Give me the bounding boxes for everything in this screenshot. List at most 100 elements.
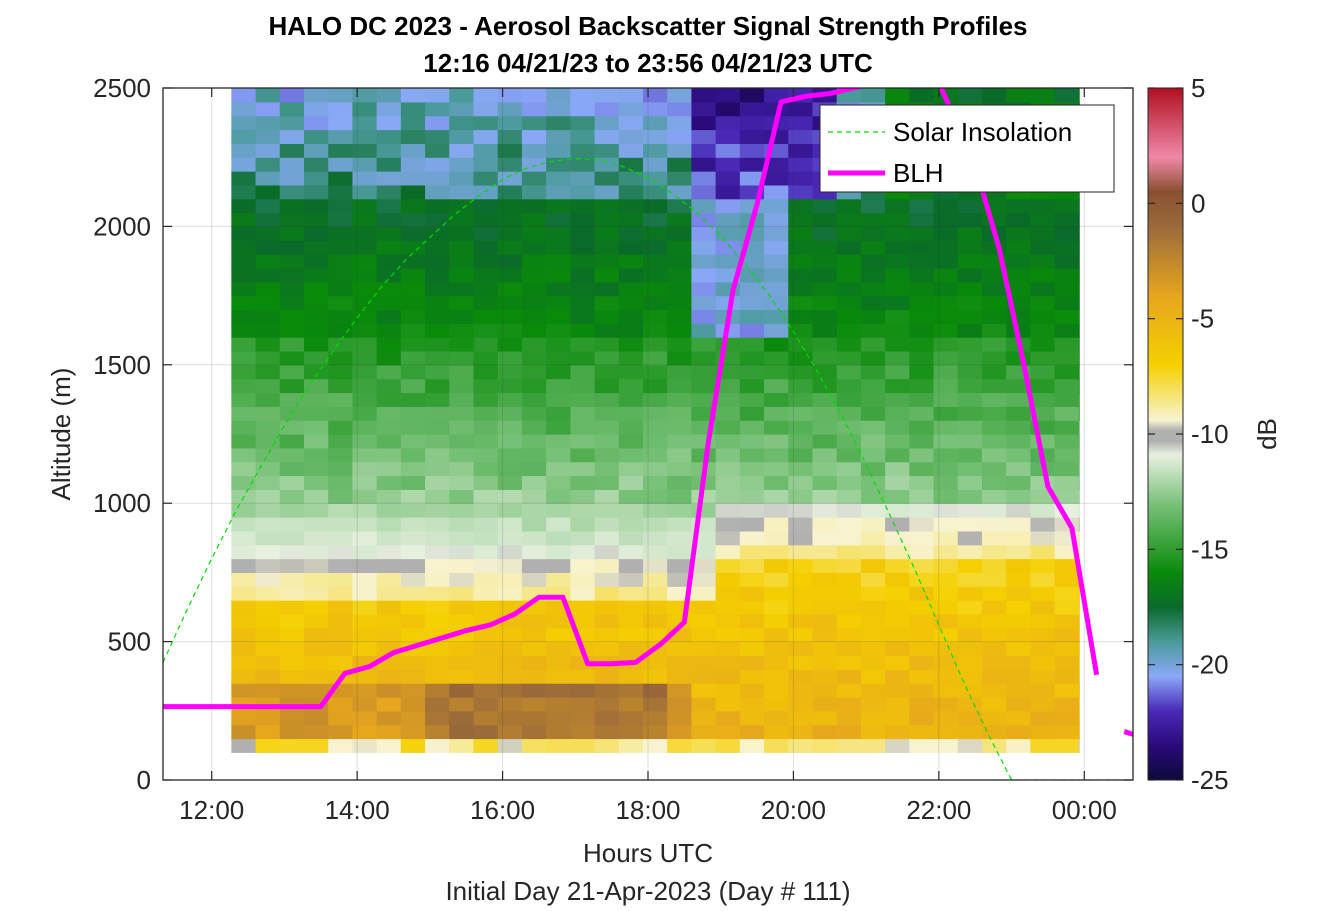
heatmap-cell xyxy=(1006,627,1031,643)
heatmap-cell xyxy=(1078,420,1080,435)
heatmap-cell xyxy=(400,613,426,629)
heatmap-cell xyxy=(667,544,693,560)
heatmap-cell xyxy=(691,392,717,407)
heatmap-cell xyxy=(957,226,983,241)
heatmap-cell xyxy=(788,184,814,200)
heatmap-cell xyxy=(764,406,789,421)
heatmap-cell xyxy=(594,641,620,657)
heatmap-cell xyxy=(279,129,305,144)
heatmap-cell xyxy=(667,710,693,726)
heatmap-cell xyxy=(473,669,499,684)
colorbar-tick-label: -20 xyxy=(1191,650,1229,680)
heatmap-cell xyxy=(473,337,499,352)
heatmap-cell xyxy=(764,184,789,200)
heatmap-cell xyxy=(255,669,281,684)
heatmap-cell xyxy=(352,88,378,103)
heatmap-cell xyxy=(303,157,329,172)
heatmap-cell xyxy=(279,198,305,214)
heatmap-cell xyxy=(570,600,596,615)
heatmap-cell xyxy=(933,198,959,214)
heatmap-cell xyxy=(376,309,402,324)
heatmap-cell xyxy=(521,627,547,643)
heatmap-cell xyxy=(497,337,523,352)
heatmap-cell xyxy=(546,295,571,311)
heatmap-cell xyxy=(328,115,354,131)
heatmap-cell xyxy=(546,475,571,490)
heatmap-cell xyxy=(667,447,693,463)
heatmap-cell xyxy=(1030,240,1056,255)
heatmap-cell xyxy=(1078,669,1080,684)
heatmap-cell xyxy=(933,503,959,518)
heatmap-cell xyxy=(981,364,1007,380)
heatmap-cell xyxy=(1006,378,1031,394)
heatmap-cell xyxy=(425,101,450,117)
heatmap-cell xyxy=(546,627,571,643)
heatmap-cell xyxy=(739,696,765,712)
heatmap-cell xyxy=(933,447,959,463)
heatmap-cell xyxy=(231,475,257,490)
heatmap-cell xyxy=(570,267,596,283)
heatmap-cell xyxy=(376,101,402,117)
heatmap-cell xyxy=(231,184,257,200)
heatmap-cell xyxy=(497,475,523,490)
heatmap-cell xyxy=(521,198,547,214)
heatmap-cell xyxy=(546,184,571,200)
heatmap-cell xyxy=(473,323,499,338)
heatmap-cell xyxy=(642,281,668,297)
heatmap-cell xyxy=(546,517,571,532)
heatmap-cell xyxy=(836,613,862,629)
heatmap-cell xyxy=(546,544,571,560)
heatmap-cell xyxy=(328,420,354,435)
heatmap-cell xyxy=(642,724,668,740)
heatmap-cell xyxy=(667,724,693,740)
heatmap-cell xyxy=(909,738,935,753)
heatmap-cell xyxy=(860,475,886,490)
heatmap-cell xyxy=(400,558,426,573)
heatmap-cell xyxy=(764,544,789,560)
heatmap-cell xyxy=(618,613,644,629)
heatmap-cell xyxy=(812,267,838,283)
heatmap-cell xyxy=(255,295,281,311)
heatmap-cell xyxy=(642,530,668,546)
heatmap-cell xyxy=(1006,489,1031,504)
heatmap-cell xyxy=(667,696,693,712)
heatmap-cell xyxy=(885,683,910,698)
heatmap-cell xyxy=(449,600,475,615)
heatmap-cell xyxy=(739,337,765,352)
heatmap-cell xyxy=(376,129,402,144)
heatmap-cell xyxy=(376,420,402,435)
heatmap-cell xyxy=(328,613,354,629)
heatmap-cell xyxy=(473,600,499,615)
heatmap-cell xyxy=(497,655,523,670)
heatmap-cell xyxy=(885,627,910,643)
heatmap-cell xyxy=(933,406,959,421)
heatmap-cell xyxy=(1030,586,1056,601)
heatmap-cell xyxy=(497,295,523,311)
heatmap-cell xyxy=(376,157,402,172)
heatmap-cell xyxy=(255,364,281,380)
heatmap-cell xyxy=(473,475,499,490)
x-axis-ticks: 12:00 14:00 16:00 18:00 20:00 22:00 00:00 xyxy=(179,88,1117,825)
heatmap-cell xyxy=(352,337,378,352)
heatmap-cell xyxy=(764,198,789,214)
heatmap-cell xyxy=(981,309,1007,324)
heatmap-cell xyxy=(981,503,1007,518)
heatmap-cell xyxy=(957,572,983,587)
heatmap-cell xyxy=(739,586,765,601)
heatmap-cell xyxy=(425,517,450,532)
heatmap-cell xyxy=(279,184,305,200)
heatmap-cell xyxy=(425,212,450,227)
heatmap-cell xyxy=(497,184,523,200)
heatmap-cell xyxy=(279,323,305,338)
heatmap-cell xyxy=(279,143,305,158)
heatmap-cell xyxy=(836,406,862,421)
heatmap-cell xyxy=(860,420,886,435)
heatmap-cell xyxy=(303,254,329,269)
heatmap-cell xyxy=(594,198,620,214)
heatmap-cell xyxy=(909,267,935,283)
heatmap-cell xyxy=(739,489,765,504)
heatmap-cell xyxy=(594,544,620,560)
heatmap-cell xyxy=(618,420,644,435)
heatmap-cell xyxy=(1054,309,1080,324)
heatmap-cell xyxy=(691,129,717,144)
